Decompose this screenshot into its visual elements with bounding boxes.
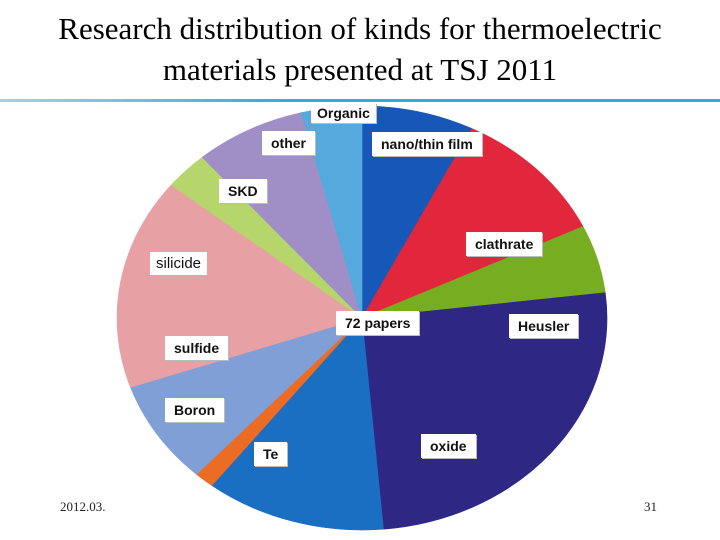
label-silicide: silicide [150,252,208,275]
label-organic: Organic [311,103,376,123]
page-number: 31 [644,499,657,514]
footer-date: 2012.03. [60,499,106,514]
pie-slice-oxide [361,292,608,530]
title-line-1: Research distribution of kinds for therm… [58,11,662,46]
label-oxide: oxide [421,434,476,458]
center-total-label: 72 papers [336,311,420,335]
label-other: other [262,131,315,155]
slide-title: Research distribution of kinds for therm… [0,8,720,90]
title-line-2: materials presented at TSJ 2011 [162,52,558,87]
label-clathrate: clathrate [466,232,543,256]
label-skd: SKD [219,179,267,203]
pie-slice-other [201,112,363,319]
label-heusler: Heusler [509,314,579,338]
pie-slice-sulfide [130,317,363,475]
label-nano-thin-film: nano/thin film [372,132,482,156]
title-divider [0,99,720,102]
pie-slice-te [211,317,384,531]
label-sulfide: sulfide [165,336,229,360]
label-te: Te [254,442,288,466]
label-boron: Boron [165,398,225,422]
